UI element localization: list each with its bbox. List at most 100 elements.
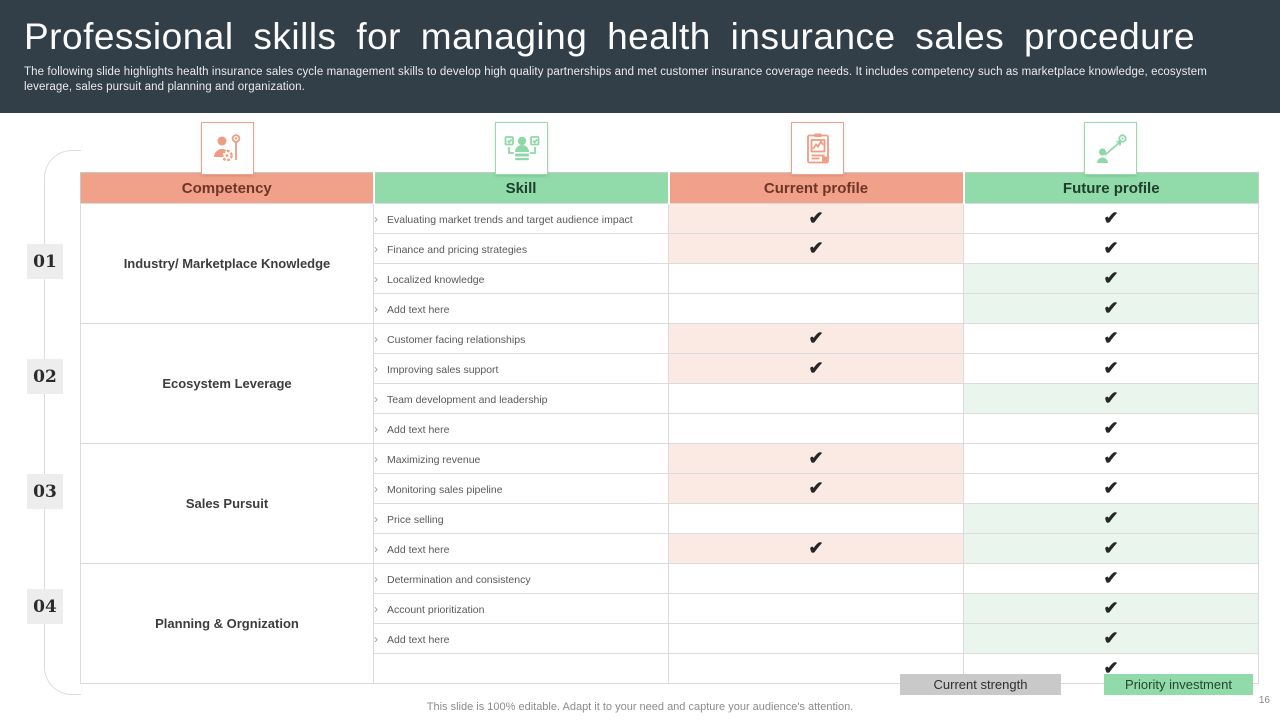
skill-cell: › Team development and leadership	[373, 383, 669, 414]
check-icon: ✔	[1103, 388, 1119, 408]
check-icon: ✔	[1103, 208, 1119, 228]
chevron-bullet-icon: ›	[374, 391, 379, 406]
chevron-bullet-icon: ›	[374, 451, 379, 466]
table-row: Industry/ Marketplace Knowledge › Evaluati…	[80, 203, 1259, 324]
skill-label: Maximizing revenue	[387, 453, 481, 466]
chevron-bullet-icon: ›	[374, 331, 379, 346]
skill-label: Add text here	[387, 423, 450, 436]
current-profile-cell	[668, 293, 964, 324]
chevron-bullet-icon: ›	[374, 511, 379, 526]
table-body: Industry/ Marketplace Knowledge › Evaluati…	[80, 203, 1259, 684]
skill-label: Improving sales support	[387, 363, 499, 376]
page-title: Professional skills for managing health …	[24, 16, 1196, 57]
group-number-02: 02	[27, 359, 63, 394]
column-header-future-profile: Future profile	[962, 172, 1259, 204]
clipboard-chart-icon	[791, 122, 844, 175]
skill-label: Finance and pricing strategies	[387, 243, 528, 256]
table-row: › Add text here ✔	[81, 413, 1259, 444]
check-icon: ✔	[1103, 598, 1119, 618]
skill-cell: › Maximizing revenue	[373, 443, 669, 474]
group-number-01: 01	[27, 244, 63, 279]
future-profile-cell: ✔	[963, 233, 1259, 264]
future-profile-cell: ✔	[963, 263, 1259, 294]
skill-cell: › Account prioritization	[373, 593, 669, 624]
current-profile-cell: ✔	[668, 203, 964, 234]
current-profile-cell: ✔	[668, 443, 964, 474]
slide-header: Professional skills for managing health …	[0, 0, 1280, 113]
check-icon: ✔	[808, 448, 824, 468]
future-profile-cell: ✔	[963, 383, 1259, 414]
column-header-skill: Skill	[372, 172, 669, 204]
skill-label: Customer facing relationships	[387, 333, 526, 346]
table-row: › Add text here ✔ ✔	[81, 533, 1259, 564]
check-icon: ✔	[1103, 658, 1119, 678]
group-number-04: 04	[27, 589, 63, 624]
skill-cell: › Finance and pricing strategies	[373, 233, 669, 264]
check-icon: ✔	[1103, 448, 1119, 468]
legend-current-strength: Current strength	[900, 674, 1061, 695]
check-icon: ✔	[808, 538, 824, 558]
skill-cell: › Monitoring sales pipeline	[373, 473, 669, 504]
person-gear-icon	[201, 122, 254, 175]
check-icon: ✔	[1103, 358, 1119, 378]
current-profile-cell	[668, 623, 964, 654]
person-goal-icon	[1084, 122, 1137, 175]
check-icon: ✔	[808, 328, 824, 348]
skill-cell: › Determination and consistency	[373, 563, 669, 594]
chevron-bullet-icon: ›	[374, 271, 379, 286]
chevron-bullet-icon: ›	[374, 421, 379, 436]
current-profile-cell: ✔	[668, 533, 964, 564]
check-icon: ✔	[1103, 568, 1119, 588]
footer-note: This slide is 100% editable. Adapt it to…	[426, 701, 854, 713]
person-checklist-icon	[495, 122, 548, 175]
competency-cell: Planning & Orgnization	[80, 563, 374, 684]
skill-cell: › Localized knowledge	[373, 263, 669, 294]
current-profile-cell	[668, 263, 964, 294]
check-icon: ✔	[1103, 538, 1119, 558]
current-profile-cell	[668, 563, 964, 594]
current-profile-cell	[668, 593, 964, 624]
chevron-bullet-icon: ›	[374, 241, 379, 256]
future-profile-cell: ✔	[963, 443, 1259, 474]
skill-cell: › Add text here	[373, 533, 669, 564]
check-icon: ✔	[1103, 418, 1119, 438]
chevron-bullet-icon: ›	[374, 541, 379, 556]
chevron-bullet-icon: ›	[374, 301, 379, 316]
table-row: › Add text here ✔	[81, 623, 1259, 654]
check-icon: ✔	[1103, 298, 1119, 318]
check-icon: ✔	[808, 358, 824, 378]
check-icon: ✔	[1103, 628, 1119, 648]
current-profile-cell: ✔	[668, 323, 964, 354]
table-row: › Localized knowledge ✔	[81, 263, 1259, 294]
skill-cell: › Price selling	[373, 503, 669, 534]
skill-cell	[373, 653, 669, 684]
column-header-competency: Competency	[80, 172, 374, 204]
future-profile-cell: ✔	[963, 293, 1259, 324]
future-profile-cell: ✔	[963, 593, 1259, 624]
table-row: Sales Pursuit › Maximizing revenue ✔ ✔	[80, 443, 1259, 564]
check-icon: ✔	[1103, 508, 1119, 528]
current-profile-cell	[668, 413, 964, 444]
check-icon: ✔	[808, 478, 824, 498]
check-icon: ✔	[808, 238, 824, 258]
skill-label: Localized knowledge	[387, 273, 485, 286]
check-icon: ✔	[1103, 478, 1119, 498]
current-profile-cell	[668, 503, 964, 534]
skill-cell: › Add text here	[373, 623, 669, 654]
chevron-bullet-icon: ›	[374, 481, 379, 496]
current-profile-cell: ✔	[668, 233, 964, 264]
skill-cell: › Customer facing relationships	[373, 323, 669, 354]
table-row: › Price selling ✔	[81, 503, 1259, 534]
table-header-row: Competency Skill Current profile Future …	[80, 172, 1259, 204]
check-icon: ✔	[808, 208, 824, 228]
chevron-bullet-icon: ›	[374, 631, 379, 646]
skill-label: Evaluating market trends and target audi…	[387, 213, 633, 226]
future-profile-cell: ✔	[963, 203, 1259, 234]
chevron-bullet-icon: ›	[374, 211, 379, 226]
group-number-03: 03	[27, 474, 63, 509]
skill-cell: › Evaluating market trends and target aud…	[373, 203, 669, 234]
skill-label: Price selling	[387, 513, 444, 526]
check-icon: ✔	[1103, 328, 1119, 348]
current-profile-cell: ✔	[668, 473, 964, 504]
future-profile-cell: ✔	[963, 413, 1259, 444]
